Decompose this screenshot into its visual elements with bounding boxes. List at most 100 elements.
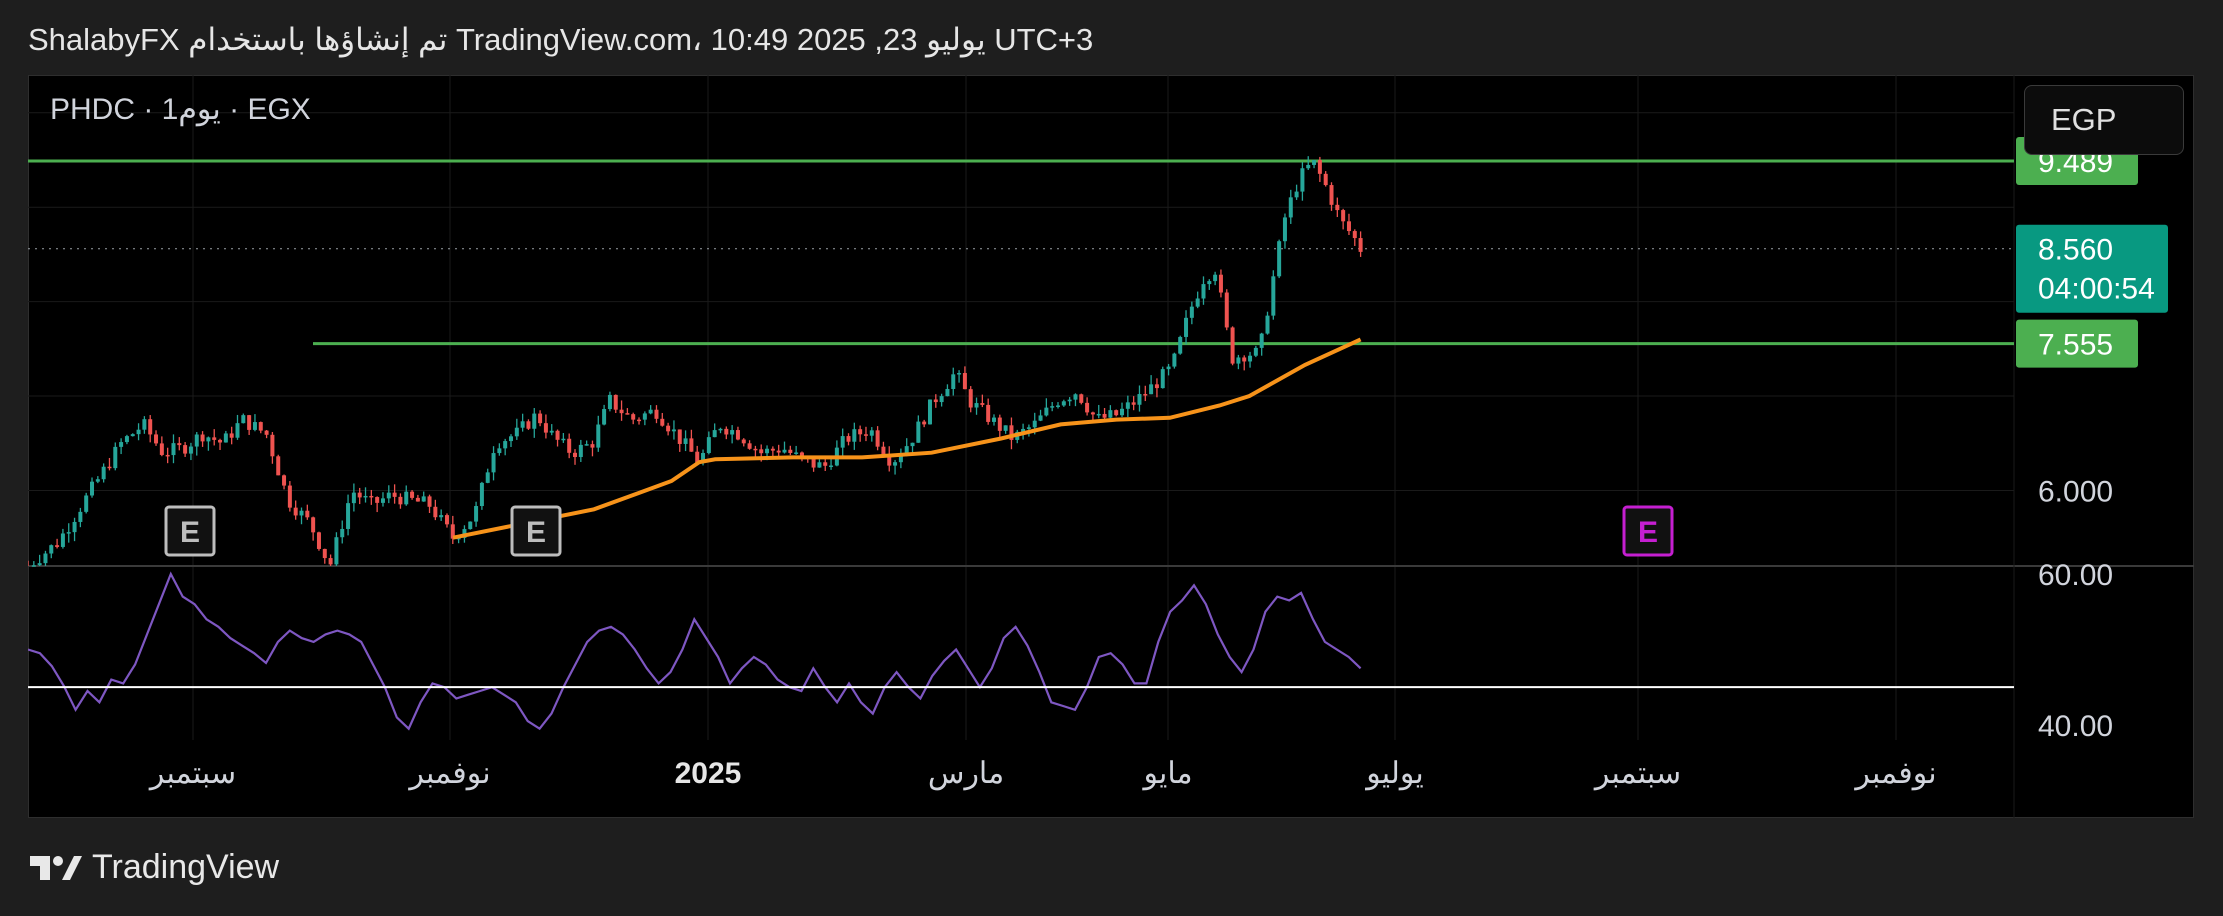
candle <box>683 430 688 452</box>
candle-body <box>357 492 362 498</box>
candle <box>974 397 979 415</box>
candle <box>1352 229 1357 246</box>
candle <box>1178 335 1183 355</box>
candle-body <box>741 439 746 444</box>
candle-body <box>701 453 706 463</box>
earnings-marker[interactable]: E <box>1622 505 1674 557</box>
moving-average-series <box>452 337 1362 540</box>
candle <box>1143 385 1148 402</box>
candle-body <box>846 436 851 442</box>
candle <box>543 414 548 439</box>
time-scale-label: نوفمبر <box>407 757 490 791</box>
chart-container[interactable] <box>28 75 2194 818</box>
candle <box>712 423 717 438</box>
candle <box>311 516 316 541</box>
candle <box>328 554 333 566</box>
price-scale[interactable]: 10.0006.0009.4897.5558.56004:00:5460.004… <box>2016 98 2168 743</box>
candle <box>561 432 566 443</box>
candle-body <box>206 437 211 442</box>
candle-body <box>1021 428 1026 432</box>
candle <box>119 438 124 455</box>
candle-body <box>1207 281 1212 285</box>
candle-body <box>1195 298 1200 307</box>
candle-body <box>148 419 153 435</box>
chart-canvas[interactable]: E E E 10.0006.0009.4897.5558.56004:00:5460… <box>28 75 2194 818</box>
candle-body <box>316 532 321 549</box>
candle <box>1090 411 1095 421</box>
candle-body <box>1242 357 1247 362</box>
candle-body <box>154 434 159 444</box>
candle-body <box>596 424 601 448</box>
candle-body <box>1189 306 1194 318</box>
candle <box>794 445 799 455</box>
candle-body <box>84 495 89 512</box>
candle-body <box>188 446 193 454</box>
time-scale[interactable]: سبتمبر نوفمبر 2025 مارس مايو يوليو سبتمبر نوفمب… <box>148 757 1937 791</box>
candle-body <box>101 466 106 480</box>
candle-body <box>142 419 147 430</box>
candle-body <box>398 496 403 505</box>
candle <box>532 408 537 438</box>
chart-snapshot-caption: ShalabyFX تم إنشاؤها باستخدام TradingVie… <box>28 22 1094 57</box>
candle <box>282 474 287 490</box>
candle-body <box>968 389 973 408</box>
candle <box>706 431 711 455</box>
candle-body <box>1300 168 1305 192</box>
candle <box>991 414 996 426</box>
candle-body <box>1061 401 1066 406</box>
candle <box>258 421 263 434</box>
candle <box>148 415 153 443</box>
earnings-marker[interactable]: E <box>164 505 216 557</box>
candle <box>1277 239 1282 279</box>
candle-body <box>1323 173 1328 186</box>
candle-body <box>235 423 240 438</box>
time-scale-label: مارس <box>928 757 1004 791</box>
candle <box>1044 398 1049 417</box>
currency-button[interactable]: EGP <box>2024 85 2184 155</box>
candle <box>1061 399 1066 407</box>
candle <box>37 554 42 566</box>
candle <box>439 509 444 521</box>
candle-body <box>322 548 327 559</box>
candle <box>247 414 252 435</box>
candle-body <box>1073 394 1078 400</box>
candle-body <box>1248 355 1253 362</box>
candle <box>450 515 455 545</box>
candle <box>1224 289 1229 331</box>
candle-body <box>648 409 653 414</box>
candle-body <box>159 443 164 455</box>
candle-body <box>1277 241 1282 277</box>
candle <box>776 444 781 457</box>
candle-body <box>1218 274 1223 293</box>
candle <box>1213 271 1218 286</box>
candle-body <box>508 436 513 442</box>
candle-body <box>939 396 944 403</box>
candle <box>753 445 758 458</box>
earnings-marker[interactable]: E <box>510 505 562 557</box>
candle <box>1102 407 1107 420</box>
candle <box>66 523 71 543</box>
candle-body <box>962 373 967 390</box>
candle <box>270 432 275 464</box>
candle <box>573 449 578 465</box>
candle-body <box>881 446 886 456</box>
candle <box>1248 351 1253 368</box>
candle-body <box>444 515 449 525</box>
candle <box>1131 396 1136 411</box>
candle <box>514 418 519 440</box>
candle <box>1282 213 1287 249</box>
candle-body <box>124 436 129 443</box>
candle <box>834 440 839 467</box>
candle <box>1166 363 1171 376</box>
earnings-marker-label: E <box>1638 516 1658 549</box>
candle-body <box>619 409 624 414</box>
candle-body <box>578 444 583 458</box>
candle-body <box>706 437 711 454</box>
candle <box>1079 393 1084 405</box>
candle <box>95 476 100 484</box>
candle-body <box>1120 408 1125 416</box>
candle <box>811 459 816 472</box>
candle-body <box>247 415 252 430</box>
candle <box>741 438 746 447</box>
